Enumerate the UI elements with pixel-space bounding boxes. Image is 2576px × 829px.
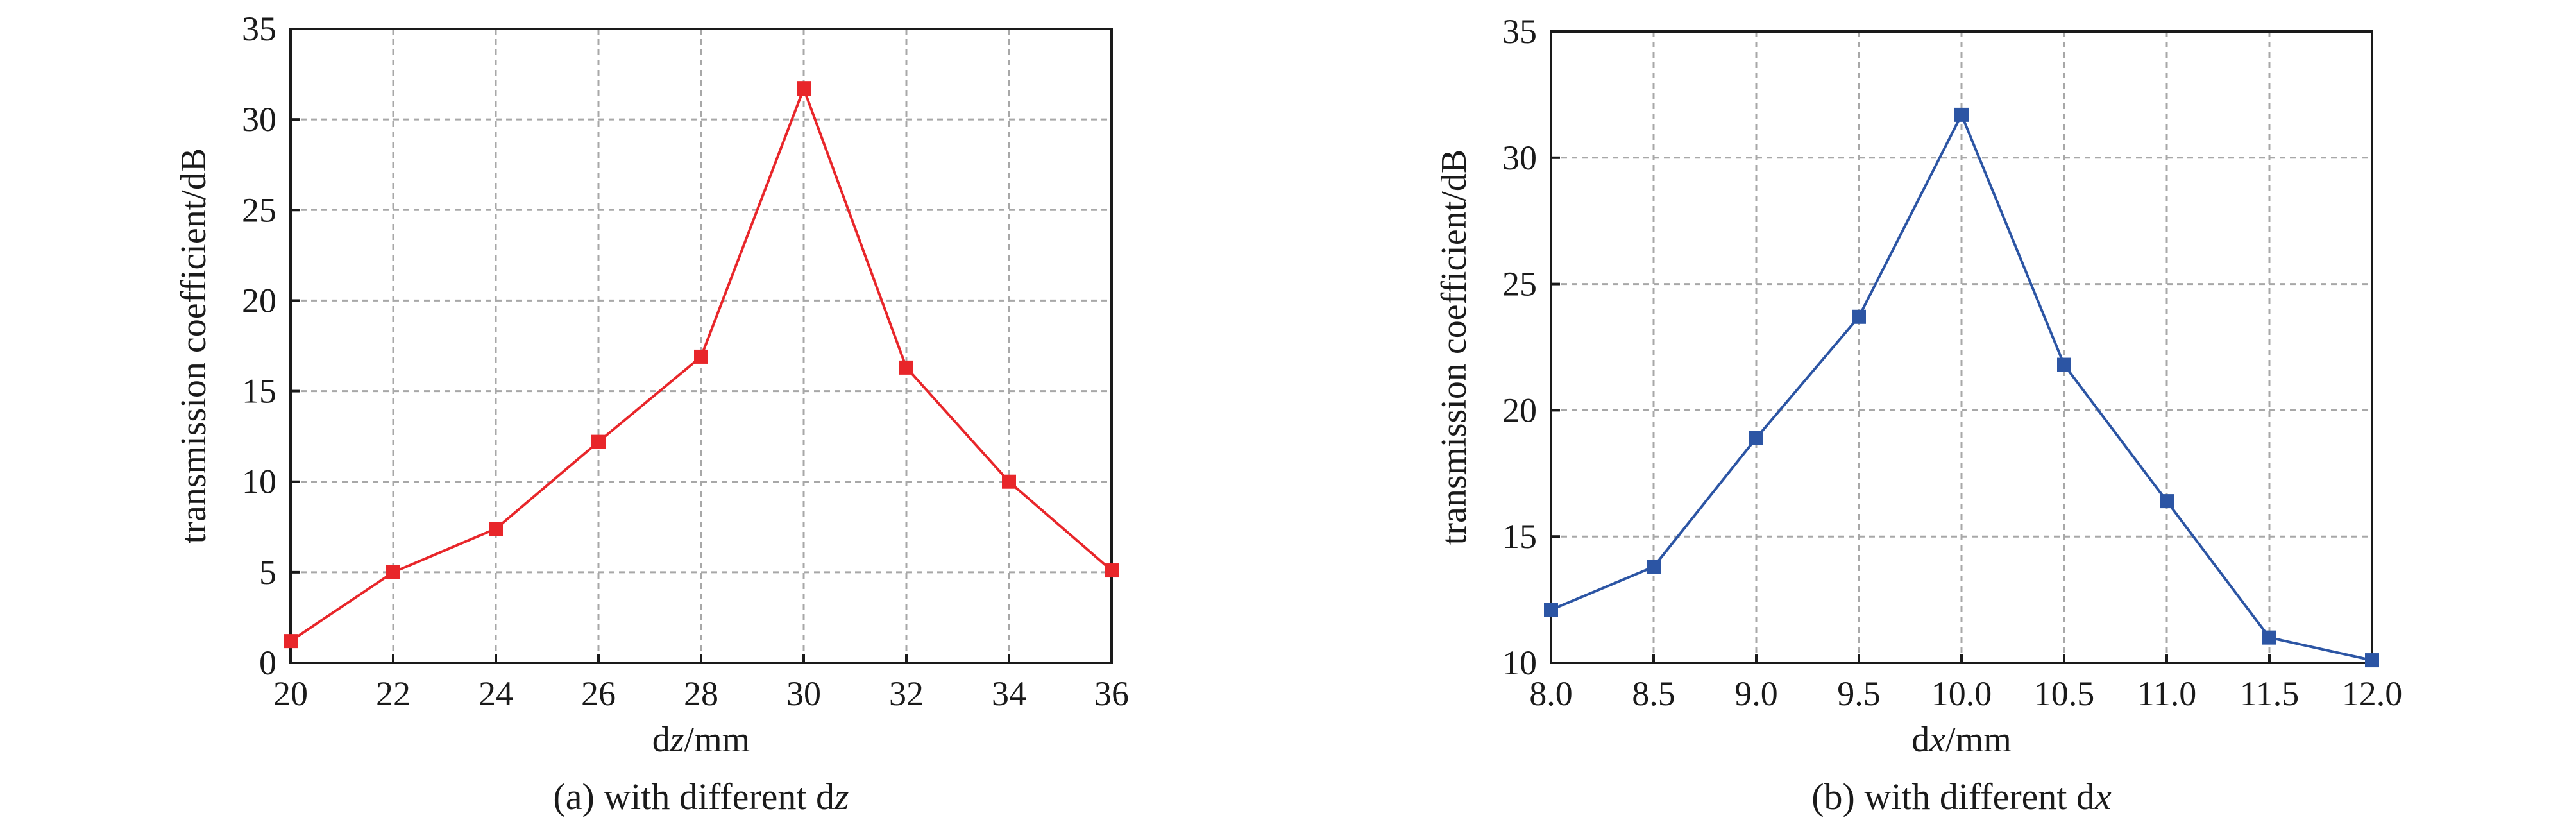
y-axis-title: transmission coefficient/dB bbox=[174, 148, 214, 543]
x-tick-label: 30 bbox=[786, 674, 821, 713]
x-tick-label: 24 bbox=[479, 674, 513, 713]
x-tick-label: 11.0 bbox=[2137, 674, 2197, 713]
data-point bbox=[284, 634, 298, 649]
figure-caption-part: x bbox=[2094, 776, 2112, 817]
y-tick-label: 0 bbox=[259, 644, 276, 682]
data-point bbox=[2365, 653, 2379, 668]
x-tick-label: 20 bbox=[273, 674, 308, 713]
x-axis-title-part: /mm bbox=[684, 720, 750, 760]
y-tick-label: 20 bbox=[242, 281, 276, 320]
data-point bbox=[591, 434, 606, 449]
y-tick-label: 10 bbox=[1502, 644, 1537, 682]
data-point bbox=[489, 522, 503, 536]
x-tick-label: 36 bbox=[1094, 674, 1129, 713]
chart-panel-b: 8.0 8.5 9.0 9.5 10.0 10.5 11.0 11.5 12.0 10 15 20 25… bbox=[1434, 12, 2402, 817]
x-tick-label: 10.5 bbox=[2034, 674, 2095, 713]
x-tick-label: 22 bbox=[376, 674, 411, 713]
figure-caption: (b) with different dx bbox=[1811, 776, 2112, 817]
x-tick-label: 10.0 bbox=[1931, 674, 1992, 713]
x-tick-label: 9.0 bbox=[1734, 674, 1778, 713]
y-tick-label: 15 bbox=[242, 372, 276, 411]
data-point bbox=[2262, 630, 2276, 645]
chart-panel-a: 20 22 24 26 28 30 32 34 3605101520253035dz/mmtra… bbox=[174, 10, 1129, 817]
y-tick-label: 10 bbox=[242, 463, 276, 501]
data-point bbox=[797, 81, 811, 96]
data-point bbox=[1749, 431, 1763, 445]
data-point bbox=[386, 565, 400, 579]
y-tick-label: 30 bbox=[1502, 139, 1537, 177]
data-point bbox=[1954, 107, 1969, 122]
data-point bbox=[899, 360, 913, 375]
data-point bbox=[1647, 560, 1661, 574]
x-tick-label: 32 bbox=[889, 674, 924, 713]
data-point bbox=[2160, 494, 2174, 509]
data-point bbox=[1105, 563, 1119, 578]
data-point bbox=[694, 349, 708, 364]
x-axis-title-part: z bbox=[670, 720, 684, 760]
figure-caption: (a) with different dz bbox=[553, 776, 849, 817]
x-tick-label: 34 bbox=[992, 674, 1026, 713]
figure-caption-part: (a) with different d bbox=[553, 776, 835, 817]
x-tick-label: 28 bbox=[684, 674, 718, 713]
x-tick-label: 9.5 bbox=[1837, 674, 1881, 713]
y-tick-label: 5 bbox=[259, 553, 276, 592]
y-tick-label: 35 bbox=[1502, 12, 1537, 51]
data-point bbox=[1002, 474, 1016, 489]
x-axis-title-part: d bbox=[1911, 720, 1929, 760]
x-axis-title-part: x bbox=[1929, 720, 1945, 760]
y-tick-label: 35 bbox=[242, 10, 276, 48]
x-tick-label: 8.0 bbox=[1529, 674, 1573, 713]
y-tick-label: 25 bbox=[242, 191, 276, 229]
data-point bbox=[2057, 357, 2071, 372]
y-tick-label: 20 bbox=[1502, 391, 1537, 429]
figure-caption-part: z bbox=[834, 776, 849, 817]
y-tick-label: 25 bbox=[1502, 265, 1537, 303]
x-tick-label: 26 bbox=[581, 674, 616, 713]
x-axis-title: dz/mm bbox=[652, 720, 750, 760]
data-point bbox=[1852, 309, 1866, 324]
y-tick-label: 15 bbox=[1502, 517, 1537, 556]
x-tick-label: 11.5 bbox=[2240, 674, 2300, 713]
y-axis-title: transmission coefficient/dB bbox=[1434, 150, 1474, 545]
data-point bbox=[1544, 603, 1558, 617]
figure-caption-part: (b) with different d bbox=[1811, 776, 2095, 817]
y-tick-label: 30 bbox=[242, 100, 276, 139]
x-axis-title-part: /mm bbox=[1945, 720, 2012, 760]
x-axis-title-part: d bbox=[652, 720, 670, 760]
x-tick-label: 8.5 bbox=[1632, 674, 1675, 713]
x-axis-title: dx/mm bbox=[1911, 720, 2012, 760]
x-tick-label: 12.0 bbox=[2342, 674, 2403, 713]
